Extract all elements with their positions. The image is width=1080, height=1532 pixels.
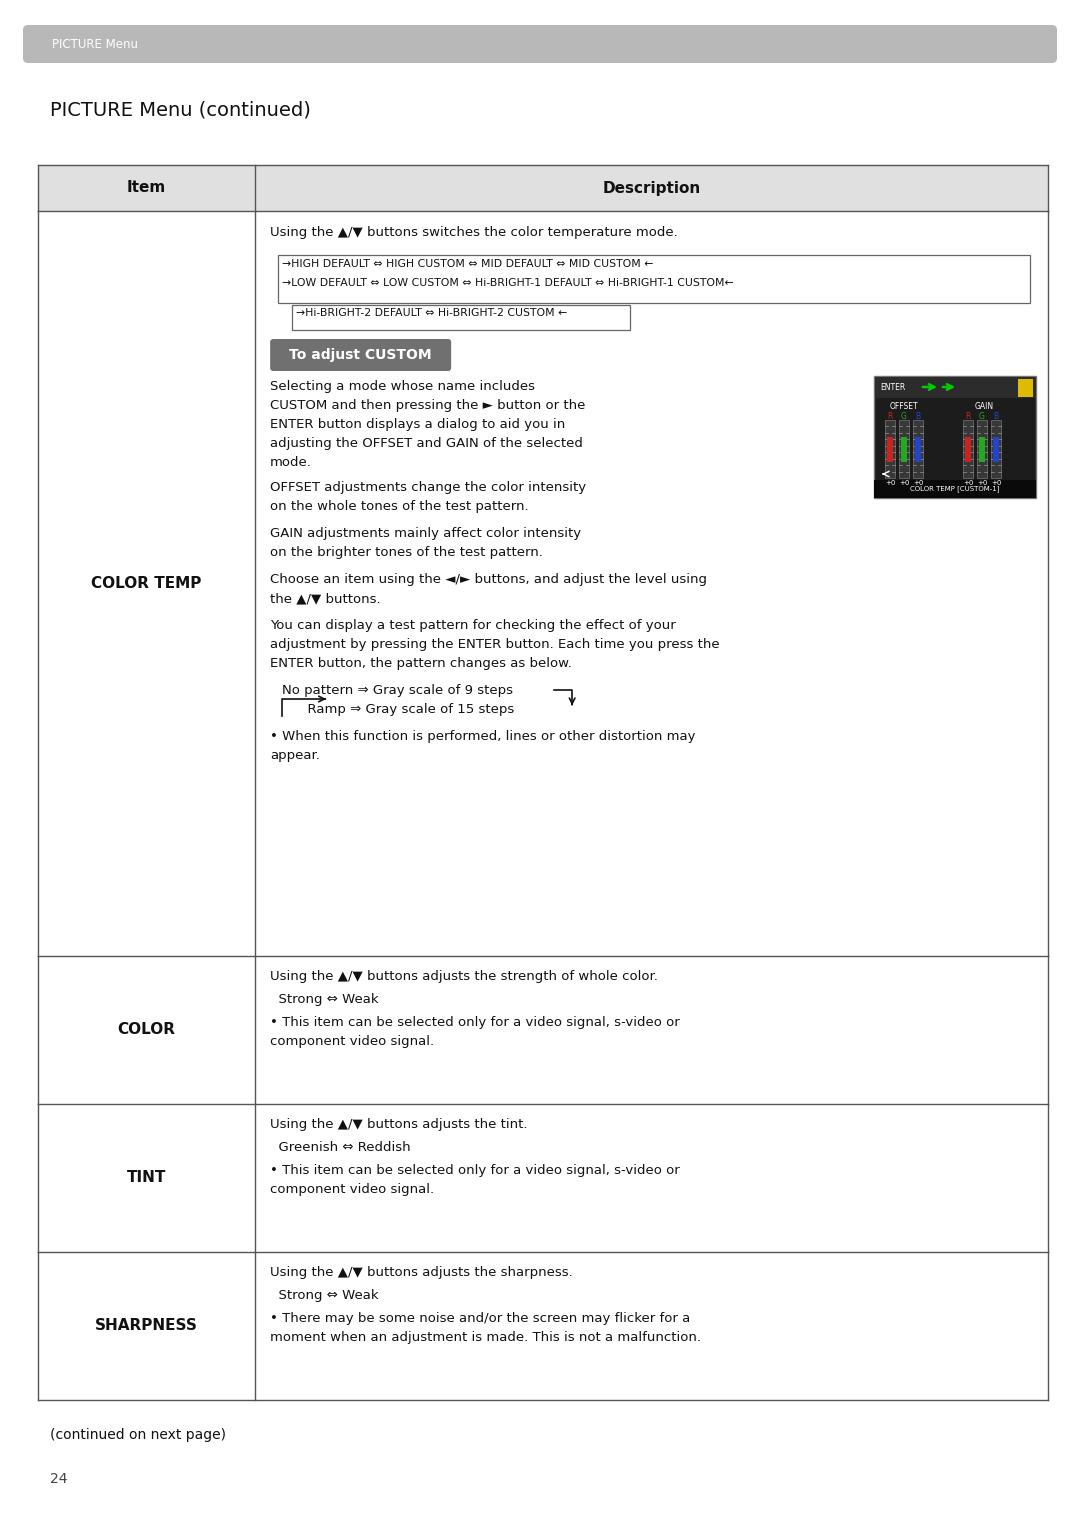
Text: Choose an item using the ◄/► buttons, and adjust the level using: Choose an item using the ◄/► buttons, an… — [270, 573, 707, 587]
Bar — [1018, 378, 1032, 397]
Text: GAIN adjustments mainly affect color intensity: GAIN adjustments mainly affect color int… — [270, 527, 581, 539]
Text: G: G — [901, 412, 907, 421]
Bar — [993, 438, 999, 461]
Text: 24: 24 — [50, 1472, 67, 1486]
Bar — [293, 305, 630, 329]
Text: moment when an adjustment is made. This is not a malfunction.: moment when an adjustment is made. This … — [270, 1331, 701, 1344]
Bar — [874, 480, 1036, 498]
Text: No pattern ⇒ Gray scale of 9 steps: No pattern ⇒ Gray scale of 9 steps — [282, 683, 513, 697]
Bar — [899, 420, 909, 478]
Text: on the whole tones of the test pattern.: on the whole tones of the test pattern. — [270, 499, 529, 513]
Text: GAIN: GAIN — [974, 401, 994, 411]
Text: →HIGH DEFAULT ⇔ HIGH CUSTOM ⇔ MID DEFAULT ⇔ MID CUSTOM ←: →HIGH DEFAULT ⇔ HIGH CUSTOM ⇔ MID DEFAUL… — [282, 259, 653, 270]
Text: component video signal.: component video signal. — [270, 1036, 434, 1048]
Text: • This item can be selected only for a video signal, s-video or: • This item can be selected only for a v… — [270, 1164, 680, 1177]
Bar — [901, 438, 907, 461]
Text: Ramp ⇒ Gray scale of 15 steps: Ramp ⇒ Gray scale of 15 steps — [282, 703, 514, 715]
Text: You can display a test pattern for checking the effect of your: You can display a test pattern for check… — [270, 619, 676, 633]
Text: B: B — [994, 412, 999, 421]
Text: Greenish ⇔ Reddish: Greenish ⇔ Reddish — [270, 1141, 410, 1154]
Text: TINT: TINT — [126, 1170, 166, 1186]
Bar — [38, 165, 1048, 211]
Text: +0: +0 — [976, 480, 987, 486]
Text: Selecting a mode whose name includes: Selecting a mode whose name includes — [270, 380, 536, 394]
Text: • There may be some noise and/or the screen may flicker for a: • There may be some noise and/or the scr… — [270, 1311, 690, 1325]
Text: component video signal.: component video signal. — [270, 1183, 434, 1196]
Text: Item: Item — [127, 181, 166, 196]
Text: on the brighter tones of the test pattern.: on the brighter tones of the test patter… — [270, 545, 543, 559]
Bar — [279, 254, 1030, 303]
Bar — [913, 420, 923, 478]
Text: adjusting the OFFSET and GAIN of the selected: adjusting the OFFSET and GAIN of the sel… — [270, 437, 583, 450]
Text: G: G — [980, 412, 985, 421]
Text: +0: +0 — [899, 480, 909, 486]
Text: To adjust CUSTOM: To adjust CUSTOM — [289, 348, 432, 362]
Bar — [885, 420, 895, 478]
Text: Using the ▲/▼ buttons switches the color temperature mode.: Using the ▲/▼ buttons switches the color… — [270, 227, 678, 239]
Bar — [966, 438, 971, 461]
Text: →Hi-BRIGHT-2 DEFAULT ⇔ Hi-BRIGHT-2 CUSTOM ←: →Hi-BRIGHT-2 DEFAULT ⇔ Hi-BRIGHT-2 CUSTO… — [296, 308, 567, 319]
Text: R: R — [966, 412, 971, 421]
Text: SHARPNESS: SHARPNESS — [95, 1319, 198, 1333]
Text: COLOR TEMP: COLOR TEMP — [92, 576, 202, 591]
Text: Using the ▲/▼ buttons adjusts the sharpness.: Using the ▲/▼ buttons adjusts the sharpn… — [270, 1265, 572, 1279]
Text: • When this function is performed, lines or other distortion may: • When this function is performed, lines… — [270, 731, 696, 743]
Text: OFFSET adjustments change the color intensity: OFFSET adjustments change the color inte… — [270, 481, 586, 493]
Bar — [875, 378, 1035, 398]
Bar — [977, 420, 987, 478]
Bar — [963, 420, 973, 478]
Text: Strong ⇔ Weak: Strong ⇔ Weak — [270, 993, 379, 1007]
Text: the ▲/▼ buttons.: the ▲/▼ buttons. — [270, 591, 381, 605]
Bar — [991, 420, 1001, 478]
Bar — [874, 375, 1036, 498]
FancyBboxPatch shape — [270, 339, 451, 371]
Text: +0: +0 — [990, 480, 1001, 486]
Text: ENTER button displays a dialog to aid you in: ENTER button displays a dialog to aid yo… — [270, 418, 566, 430]
Text: adjustment by pressing the ENTER button. Each time you press the: adjustment by pressing the ENTER button.… — [270, 637, 719, 651]
Text: Description: Description — [603, 181, 701, 196]
Text: +0: +0 — [962, 480, 973, 486]
Text: appear.: appear. — [270, 749, 320, 761]
Text: R: R — [888, 412, 893, 421]
Text: →LOW DEFAULT ⇔ LOW CUSTOM ⇔ Hi-BRIGHT-1 DEFAULT ⇔ Hi-BRIGHT-1 CUSTOM←: →LOW DEFAULT ⇔ LOW CUSTOM ⇔ Hi-BRIGHT-1 … — [282, 277, 733, 288]
Text: +0: +0 — [885, 480, 895, 486]
FancyBboxPatch shape — [23, 25, 1057, 63]
Text: COLOR TEMP [CUSTOM-1]: COLOR TEMP [CUSTOM-1] — [910, 486, 1000, 492]
Text: ENTER button, the pattern changes as below.: ENTER button, the pattern changes as bel… — [270, 657, 572, 669]
Text: (continued on next page): (continued on next page) — [50, 1428, 226, 1442]
Bar — [887, 438, 893, 461]
Text: PICTURE Menu: PICTURE Menu — [52, 37, 138, 51]
Text: ENTER: ENTER — [880, 383, 905, 392]
Text: Strong ⇔ Weak: Strong ⇔ Weak — [270, 1288, 379, 1302]
Text: CUSTOM and then pressing the ► button or the: CUSTOM and then pressing the ► button or… — [270, 398, 585, 412]
Text: • This item can be selected only for a video signal, s-video or: • This item can be selected only for a v… — [270, 1016, 680, 1030]
Text: COLOR: COLOR — [118, 1022, 176, 1037]
Bar — [978, 438, 985, 461]
Text: PICTURE Menu (continued): PICTURE Menu (continued) — [50, 100, 311, 119]
Text: +0: +0 — [913, 480, 923, 486]
Text: Using the ▲/▼ buttons adjusts the strength of whole color.: Using the ▲/▼ buttons adjusts the streng… — [270, 970, 658, 984]
Text: mode.: mode. — [270, 457, 312, 469]
Text: Using the ▲/▼ buttons adjusts the tint.: Using the ▲/▼ buttons adjusts the tint. — [270, 1118, 528, 1131]
Text: OFFSET: OFFSET — [890, 401, 918, 411]
Text: B: B — [916, 412, 920, 421]
Bar — [915, 438, 921, 461]
